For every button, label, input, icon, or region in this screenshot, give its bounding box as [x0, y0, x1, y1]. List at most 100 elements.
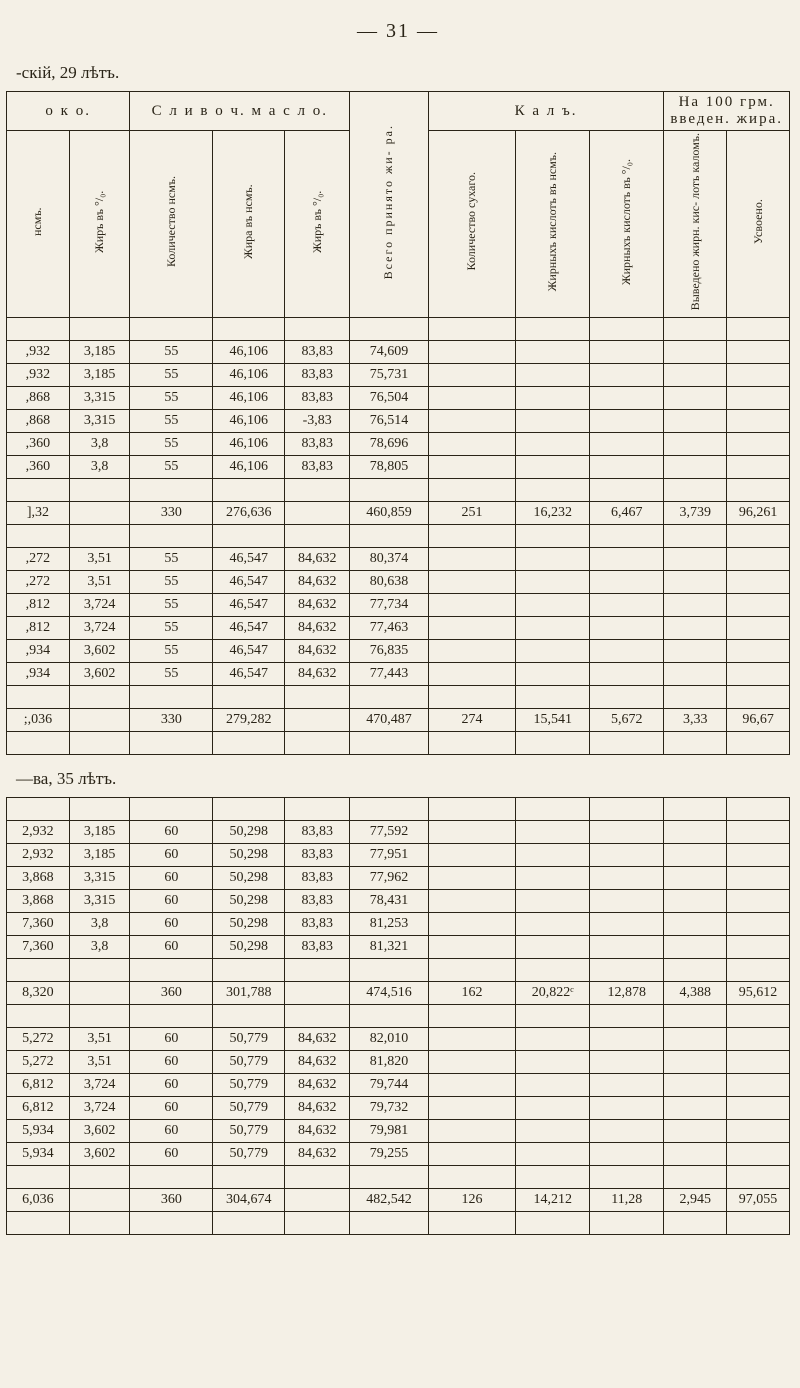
table-cell: 3,8: [69, 913, 130, 936]
table-cell: [664, 867, 727, 890]
table-cell: [727, 1051, 790, 1074]
table-cell: 77,951: [350, 844, 429, 867]
table-cell: 84,632: [285, 1074, 350, 1097]
table-cell: 83,83: [285, 387, 350, 410]
table-cell: 46,106: [213, 387, 285, 410]
table-cell: [664, 1074, 727, 1097]
table-cell: 46,547: [213, 548, 285, 571]
table-cell: 12,878: [590, 982, 664, 1005]
table-cell: [664, 456, 727, 479]
table-cell: 46,547: [213, 571, 285, 594]
table-cell: 3,8: [69, 433, 130, 456]
table-cell: 55: [130, 410, 213, 433]
table-cell: [428, 1051, 515, 1074]
table-cell: 5,272: [7, 1051, 70, 1074]
table-cell: [516, 1120, 590, 1143]
table-cell: [590, 594, 664, 617]
table-cell: 6,812: [7, 1097, 70, 1120]
table-cell: 3,51: [69, 571, 130, 594]
table-cell: 3,602: [69, 1143, 130, 1166]
table-cell: 20,822ᶜ: [516, 982, 590, 1005]
table-cell: 60: [130, 1120, 213, 1143]
th-oko: о к о.: [7, 92, 130, 131]
table-cell: 83,83: [285, 913, 350, 936]
table-cell: 50,298: [213, 821, 285, 844]
table-cell: 50,298: [213, 936, 285, 959]
table-cell: [590, 433, 664, 456]
table-cell: [727, 571, 790, 594]
table-cell: 55: [130, 571, 213, 594]
table-cell: [516, 1143, 590, 1166]
table-cell: 55: [130, 617, 213, 640]
table-cell: 330: [130, 502, 213, 525]
table-cell: 3,51: [69, 1051, 130, 1074]
table-cell: [428, 890, 515, 913]
table-cell: 83,83: [285, 867, 350, 890]
table-cell: [516, 341, 590, 364]
table-cell: [428, 594, 515, 617]
table-cell: 55: [130, 594, 213, 617]
table-cell: [727, 844, 790, 867]
th-h7: Жирныхъ кислотъ въ нсмъ.: [516, 131, 590, 318]
table-cell: 77,962: [350, 867, 429, 890]
table-cell: [428, 1028, 515, 1051]
table-cell: [590, 1143, 664, 1166]
table-cell: 80,638: [350, 571, 429, 594]
th-h9: Выведено жирн. кис- лотъ каломъ.: [664, 131, 727, 318]
table-cell: [590, 617, 664, 640]
table-cell: 5,934: [7, 1143, 70, 1166]
table-cell: [727, 821, 790, 844]
table-cell: [516, 936, 590, 959]
table-cell: [516, 617, 590, 640]
table-cell: 84,632: [285, 1120, 350, 1143]
table-cell: [727, 410, 790, 433]
table-cell: [727, 341, 790, 364]
table-cell: 55: [130, 341, 213, 364]
table-cell: ,272: [7, 548, 70, 571]
table-cell: 60: [130, 1051, 213, 1074]
table-cell: 55: [130, 640, 213, 663]
table-cell: [516, 571, 590, 594]
table-cell: 3,315: [69, 387, 130, 410]
table-cell: [590, 1120, 664, 1143]
table-cell: 470,487: [350, 709, 429, 732]
table-cell: 55: [130, 433, 213, 456]
table-cell: 96,67: [727, 709, 790, 732]
table-cell: [727, 1097, 790, 1120]
table-cell: 83,83: [285, 433, 350, 456]
table-cell: [590, 410, 664, 433]
table-cell: ,934: [7, 640, 70, 663]
table-cell: 60: [130, 890, 213, 913]
table-cell: 50,779: [213, 1143, 285, 1166]
table-cell: 60: [130, 913, 213, 936]
table-cell: [590, 867, 664, 890]
table-cell: 84,632: [285, 1143, 350, 1166]
table-cell: 50,779: [213, 1097, 285, 1120]
table-cell: [516, 387, 590, 410]
table-cell: [428, 640, 515, 663]
table-cell: [664, 571, 727, 594]
table-cell: 3,724: [69, 594, 130, 617]
th-h5: Жиръ въ °/₀.: [285, 131, 350, 318]
table-cell: 50,298: [213, 867, 285, 890]
table-cell: 8,320: [7, 982, 70, 1005]
table-cell: ],32: [7, 502, 70, 525]
table-cell: [428, 410, 515, 433]
table-cell: [664, 890, 727, 913]
data-table-2: 2,9323,1856050,29883,8377,5922,9323,1856…: [6, 797, 790, 1235]
table-cell: 83,83: [285, 890, 350, 913]
table-cell: 83,83: [285, 821, 350, 844]
table-cell: 3,724: [69, 1074, 130, 1097]
table-cell: [727, 1028, 790, 1051]
table-cell: [428, 364, 515, 387]
table-cell: 46,547: [213, 663, 285, 686]
th-h1: нсмъ.: [7, 131, 70, 318]
table-cell: [516, 410, 590, 433]
table-cell: 78,431: [350, 890, 429, 913]
table-cell: [664, 640, 727, 663]
table-cell: [69, 982, 130, 1005]
table-cell: 279,282: [213, 709, 285, 732]
table-cell: 50,298: [213, 890, 285, 913]
table-cell: 76,504: [350, 387, 429, 410]
table-cell: [664, 663, 727, 686]
